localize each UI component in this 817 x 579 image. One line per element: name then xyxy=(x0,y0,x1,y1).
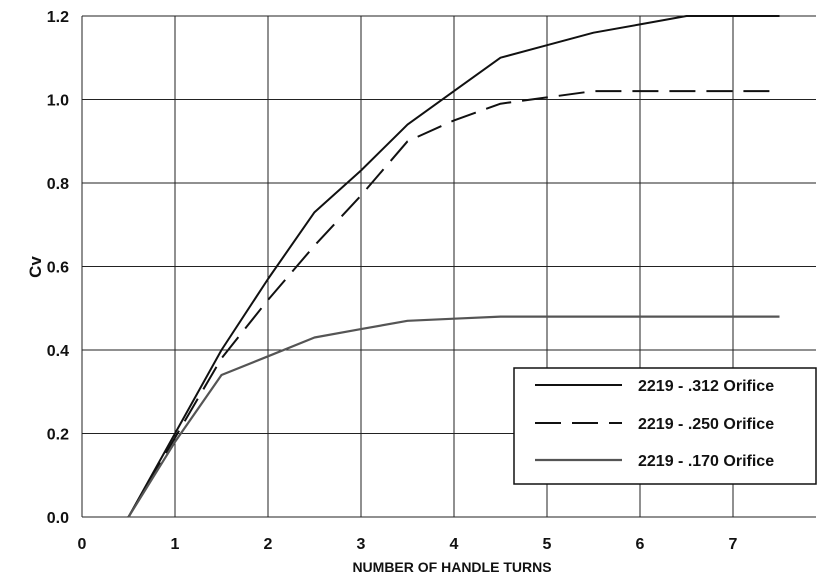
x-tick-label: 3 xyxy=(357,536,366,553)
series-line-1 xyxy=(127,15,780,518)
y-tick-label: 0.2 xyxy=(47,427,69,444)
series-lines xyxy=(127,15,780,518)
y-axis-title: Cv xyxy=(26,256,45,278)
series-line-3 xyxy=(127,315,780,518)
y-tick-label: 0.8 xyxy=(47,176,69,193)
legend-box xyxy=(513,367,817,485)
y-tick-label: 0.0 xyxy=(47,510,69,527)
x-tick-label: 2 xyxy=(264,536,273,553)
x-tick-label: 5 xyxy=(543,536,552,553)
y-tick-label: 1.2 xyxy=(47,9,69,26)
series-line-2 xyxy=(127,90,780,518)
y-tick-label: 1.0 xyxy=(47,93,69,110)
x-tick-label: 6 xyxy=(636,536,645,553)
legend: 2219 - .312 Orifice 2219 - .250 Orifice 22… xyxy=(513,367,817,485)
x-tick-label: 4 xyxy=(450,536,459,553)
legend-label-1: 2219 - .312 Orifice xyxy=(638,378,774,395)
x-tick-label: 1 xyxy=(171,536,180,553)
legend-label-3: 2219 - .170 Orifice xyxy=(638,453,774,470)
tick-labels: 0.0 0.2 0.4 0.6 0.8 1.0 1.2 0 1 2 3 4 5 6 7 xyxy=(47,9,738,553)
x-axis-title: NUMBER OF HANDLE TURNS xyxy=(352,559,551,575)
legend-label-2: 2219 - .250 Orifice xyxy=(638,416,774,433)
x-tick-label: 0 xyxy=(78,536,87,553)
x-tick-label: 7 xyxy=(729,536,738,553)
y-tick-label: 0.6 xyxy=(47,260,69,277)
y-tick-label: 0.4 xyxy=(47,343,69,360)
